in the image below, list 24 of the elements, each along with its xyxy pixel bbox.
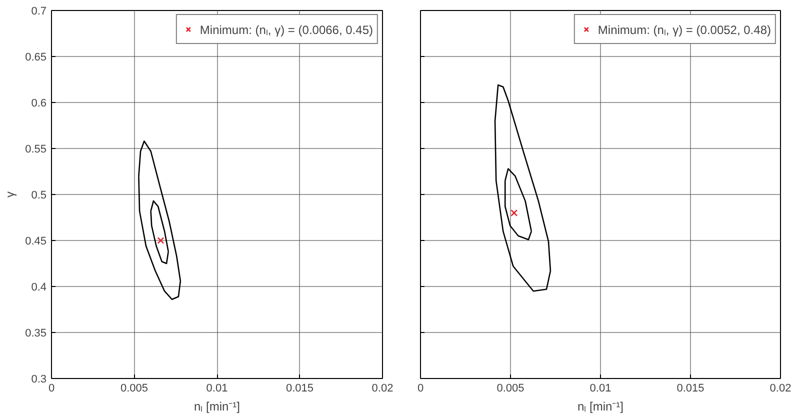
legend-label: Minimum: (nₗ, γ) = (0.0066, 0.45) <box>200 22 373 38</box>
y-axis-title: γ <box>3 192 18 198</box>
y-tick-label: 0.4 <box>31 282 47 294</box>
x-tick-label: 0.02 <box>372 382 394 394</box>
x-axis-title: nₗ [min⁻¹] <box>577 400 624 414</box>
y-tick-label: 0.7 <box>31 6 47 18</box>
x-tick-label: 0.015 <box>676 382 704 394</box>
y-tick-label: 0.45 <box>25 236 47 248</box>
x-tick-label: 0.005 <box>120 382 148 394</box>
legend-label: Minimum: (nₗ, γ) = (0.0052, 0.48) <box>598 22 771 38</box>
x-axis-title: nₗ [min⁻¹] <box>194 400 240 414</box>
y-tick-label: 0.65 <box>25 52 47 64</box>
y-tick-label: 0.35 <box>25 328 47 340</box>
x-tick-label: 0.01 <box>206 382 228 394</box>
x-tick-label: 0.02 <box>770 382 792 394</box>
y-tick-label: 0.6 <box>31 98 47 110</box>
x-tick-label: 0.015 <box>286 382 314 394</box>
x-tick-label: 0.01 <box>590 382 612 394</box>
x-tick-label: 0 <box>417 382 424 394</box>
x-tick-label: 0 <box>48 382 55 394</box>
y-tick-label: 0.55 <box>25 144 47 156</box>
x-tick-label: 0.005 <box>496 382 524 394</box>
y-tick-label: 0.5 <box>31 190 47 202</box>
y-tick-label: 0.3 <box>31 374 47 386</box>
